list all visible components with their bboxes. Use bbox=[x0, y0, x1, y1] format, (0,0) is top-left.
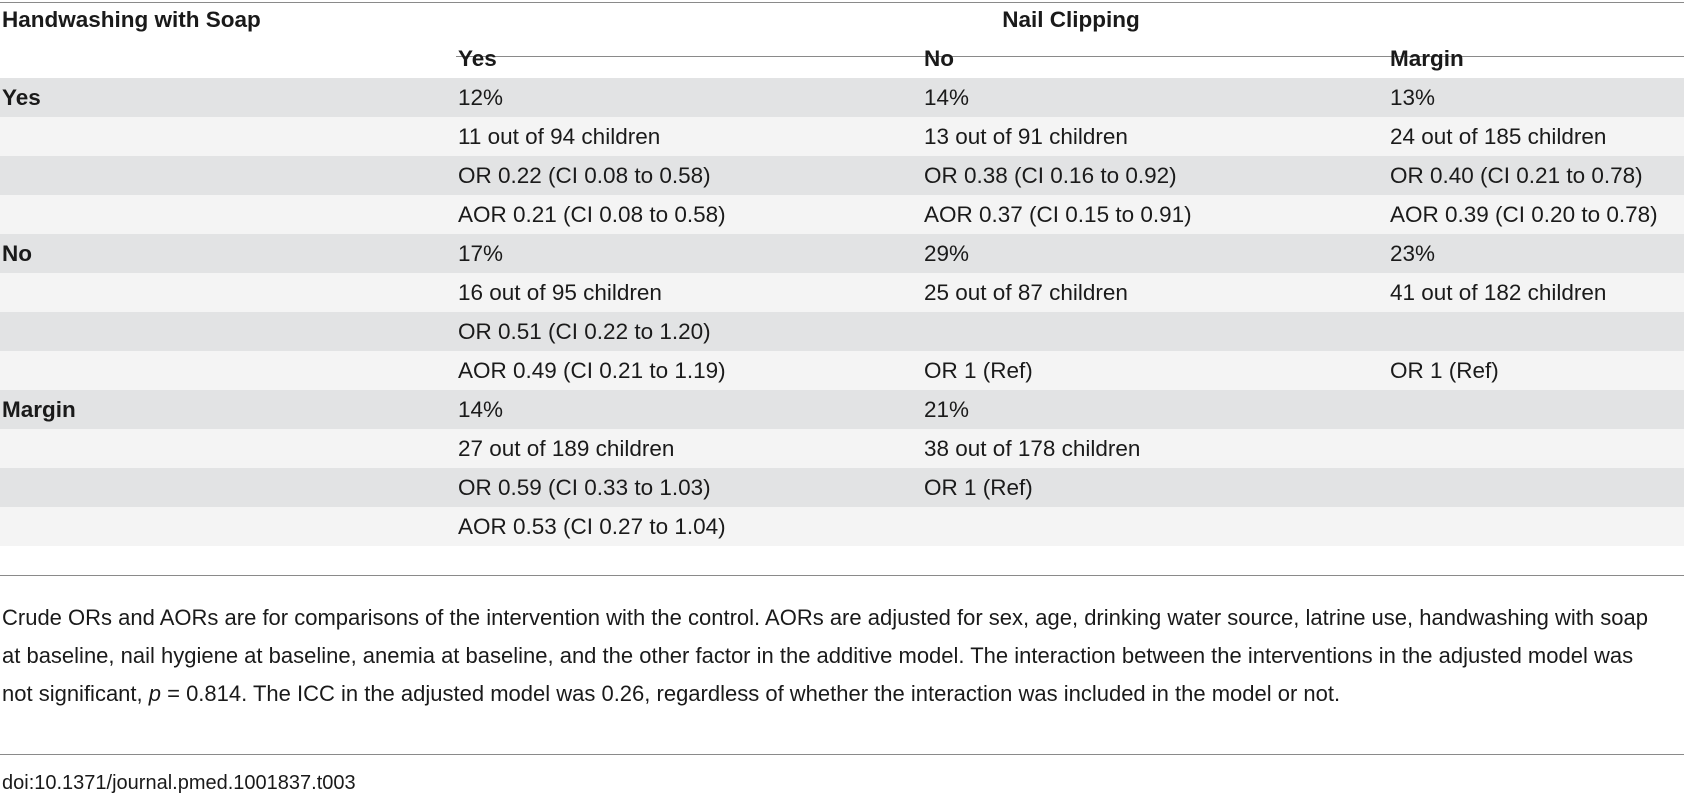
table-row: AOR 0.53 (CI 0.27 to 1.04) bbox=[0, 507, 1684, 546]
table-cell: AOR 0.21 (CI 0.08 to 0.58) bbox=[456, 195, 922, 234]
table-cell bbox=[922, 312, 1388, 351]
table-row: OR 0.22 (CI 0.08 to 0.58) OR 0.38 (CI 0.1… bbox=[0, 156, 1684, 195]
header-row-columns: Yes No Margin bbox=[0, 39, 1684, 78]
row-label bbox=[0, 468, 456, 507]
table-row: Margin 14% 21% bbox=[0, 390, 1684, 429]
row-label bbox=[0, 195, 456, 234]
table-row: 16 out of 95 children 25 out of 87 childr… bbox=[0, 273, 1684, 312]
row-label bbox=[0, 156, 456, 195]
table-row: 11 out of 94 children 13 out of 91 childr… bbox=[0, 117, 1684, 156]
table-cell: OR 1 (Ref) bbox=[922, 351, 1388, 390]
table-cell: AOR 0.37 (CI 0.15 to 0.91) bbox=[922, 195, 1388, 234]
col-group-header: Nail Clipping bbox=[1002, 7, 1140, 32]
col-header-no: No bbox=[924, 46, 954, 71]
header-spacer bbox=[0, 39, 456, 78]
table-cell: 13% bbox=[1388, 78, 1684, 117]
table-bottom-rule bbox=[0, 575, 1684, 576]
table-cell: OR 1 (Ref) bbox=[1388, 351, 1684, 390]
doi-link[interactable]: doi:10.1371/journal.pmed.1001837.t003 bbox=[2, 772, 356, 794]
table-cell bbox=[1388, 507, 1684, 546]
top-rule bbox=[0, 2, 1684, 3]
footnote-p-symbol: p bbox=[148, 681, 161, 706]
table-cell: 14% bbox=[922, 78, 1388, 117]
table-footnote: Crude ORs and AORs are for comparisons o… bbox=[2, 599, 1662, 713]
table-cell: OR 0.51 (CI 0.22 to 1.20) bbox=[456, 312, 922, 351]
table-cell: 41 out of 182 children bbox=[1388, 273, 1684, 312]
table-cell: 27 out of 189 children bbox=[456, 429, 922, 468]
row-header: Handwashing with Soap bbox=[2, 7, 261, 32]
footnote-bottom-rule bbox=[0, 754, 1684, 755]
table-cell: 17% bbox=[456, 234, 922, 273]
footnote-text-before: Crude ORs and AORs are for comparisons o… bbox=[2, 605, 1648, 706]
table-cell: 21% bbox=[922, 390, 1388, 429]
table-cell: AOR 0.53 (CI 0.27 to 1.04) bbox=[456, 507, 922, 546]
row-label: Margin bbox=[0, 390, 456, 429]
row-label bbox=[0, 273, 456, 312]
table-row: AOR 0.21 (CI 0.08 to 0.58) AOR 0.37 (CI 0… bbox=[0, 195, 1684, 234]
table-cell: OR 0.40 (CI 0.21 to 0.78) bbox=[1388, 156, 1684, 195]
table-cell: 24 out of 185 children bbox=[1388, 117, 1684, 156]
table-cell: 14% bbox=[456, 390, 922, 429]
row-label bbox=[0, 117, 456, 156]
table-cell: OR 0.38 (CI 0.16 to 0.92) bbox=[922, 156, 1388, 195]
group-header-rule bbox=[456, 56, 1684, 57]
table-row: OR 0.51 (CI 0.22 to 1.20) bbox=[0, 312, 1684, 351]
row-label: Yes bbox=[0, 78, 456, 117]
footnote-text-after: = 0.814. The ICC in the adjusted model w… bbox=[161, 681, 1341, 706]
table-row: No 17% 29% 23% bbox=[0, 234, 1684, 273]
table-row: OR 0.59 (CI 0.33 to 1.03) OR 1 (Ref) bbox=[0, 468, 1684, 507]
row-label: No bbox=[0, 234, 456, 273]
table-cell: 38 out of 178 children bbox=[922, 429, 1388, 468]
row-label bbox=[0, 507, 456, 546]
table-row: 27 out of 189 children 38 out of 178 chil… bbox=[0, 429, 1684, 468]
header-row-group: Handwashing with Soap Nail Clipping bbox=[0, 0, 1684, 39]
table-row: Yes 12% 14% 13% bbox=[0, 78, 1684, 117]
table-cell bbox=[1388, 429, 1684, 468]
table-cell bbox=[1388, 390, 1684, 429]
row-label bbox=[0, 429, 456, 468]
table-cell: 11 out of 94 children bbox=[456, 117, 922, 156]
table-cell: 12% bbox=[456, 78, 922, 117]
table-cell: 25 out of 87 children bbox=[922, 273, 1388, 312]
table-cell: AOR 0.49 (CI 0.21 to 1.19) bbox=[456, 351, 922, 390]
table-cell bbox=[1388, 468, 1684, 507]
col-header-margin: Margin bbox=[1390, 46, 1464, 71]
table-cell: 13 out of 91 children bbox=[922, 117, 1388, 156]
data-table: Handwashing with Soap Nail Clipping Yes … bbox=[0, 0, 1684, 546]
table-cell: 23% bbox=[1388, 234, 1684, 273]
table-row: AOR 0.49 (CI 0.21 to 1.19) OR 1 (Ref) OR 1… bbox=[0, 351, 1684, 390]
table-cell bbox=[922, 507, 1388, 546]
row-label bbox=[0, 312, 456, 351]
table-cell bbox=[1388, 312, 1684, 351]
table-cell: OR 0.59 (CI 0.33 to 1.03) bbox=[456, 468, 922, 507]
col-header-yes: Yes bbox=[458, 46, 497, 71]
table-cell: OR 0.22 (CI 0.08 to 0.58) bbox=[456, 156, 922, 195]
table-cell: OR 1 (Ref) bbox=[922, 468, 1388, 507]
table-cell: AOR 0.39 (CI 0.20 to 0.78) bbox=[1388, 195, 1684, 234]
table-cell: 29% bbox=[922, 234, 1388, 273]
row-label bbox=[0, 351, 456, 390]
table-cell: 16 out of 95 children bbox=[456, 273, 922, 312]
